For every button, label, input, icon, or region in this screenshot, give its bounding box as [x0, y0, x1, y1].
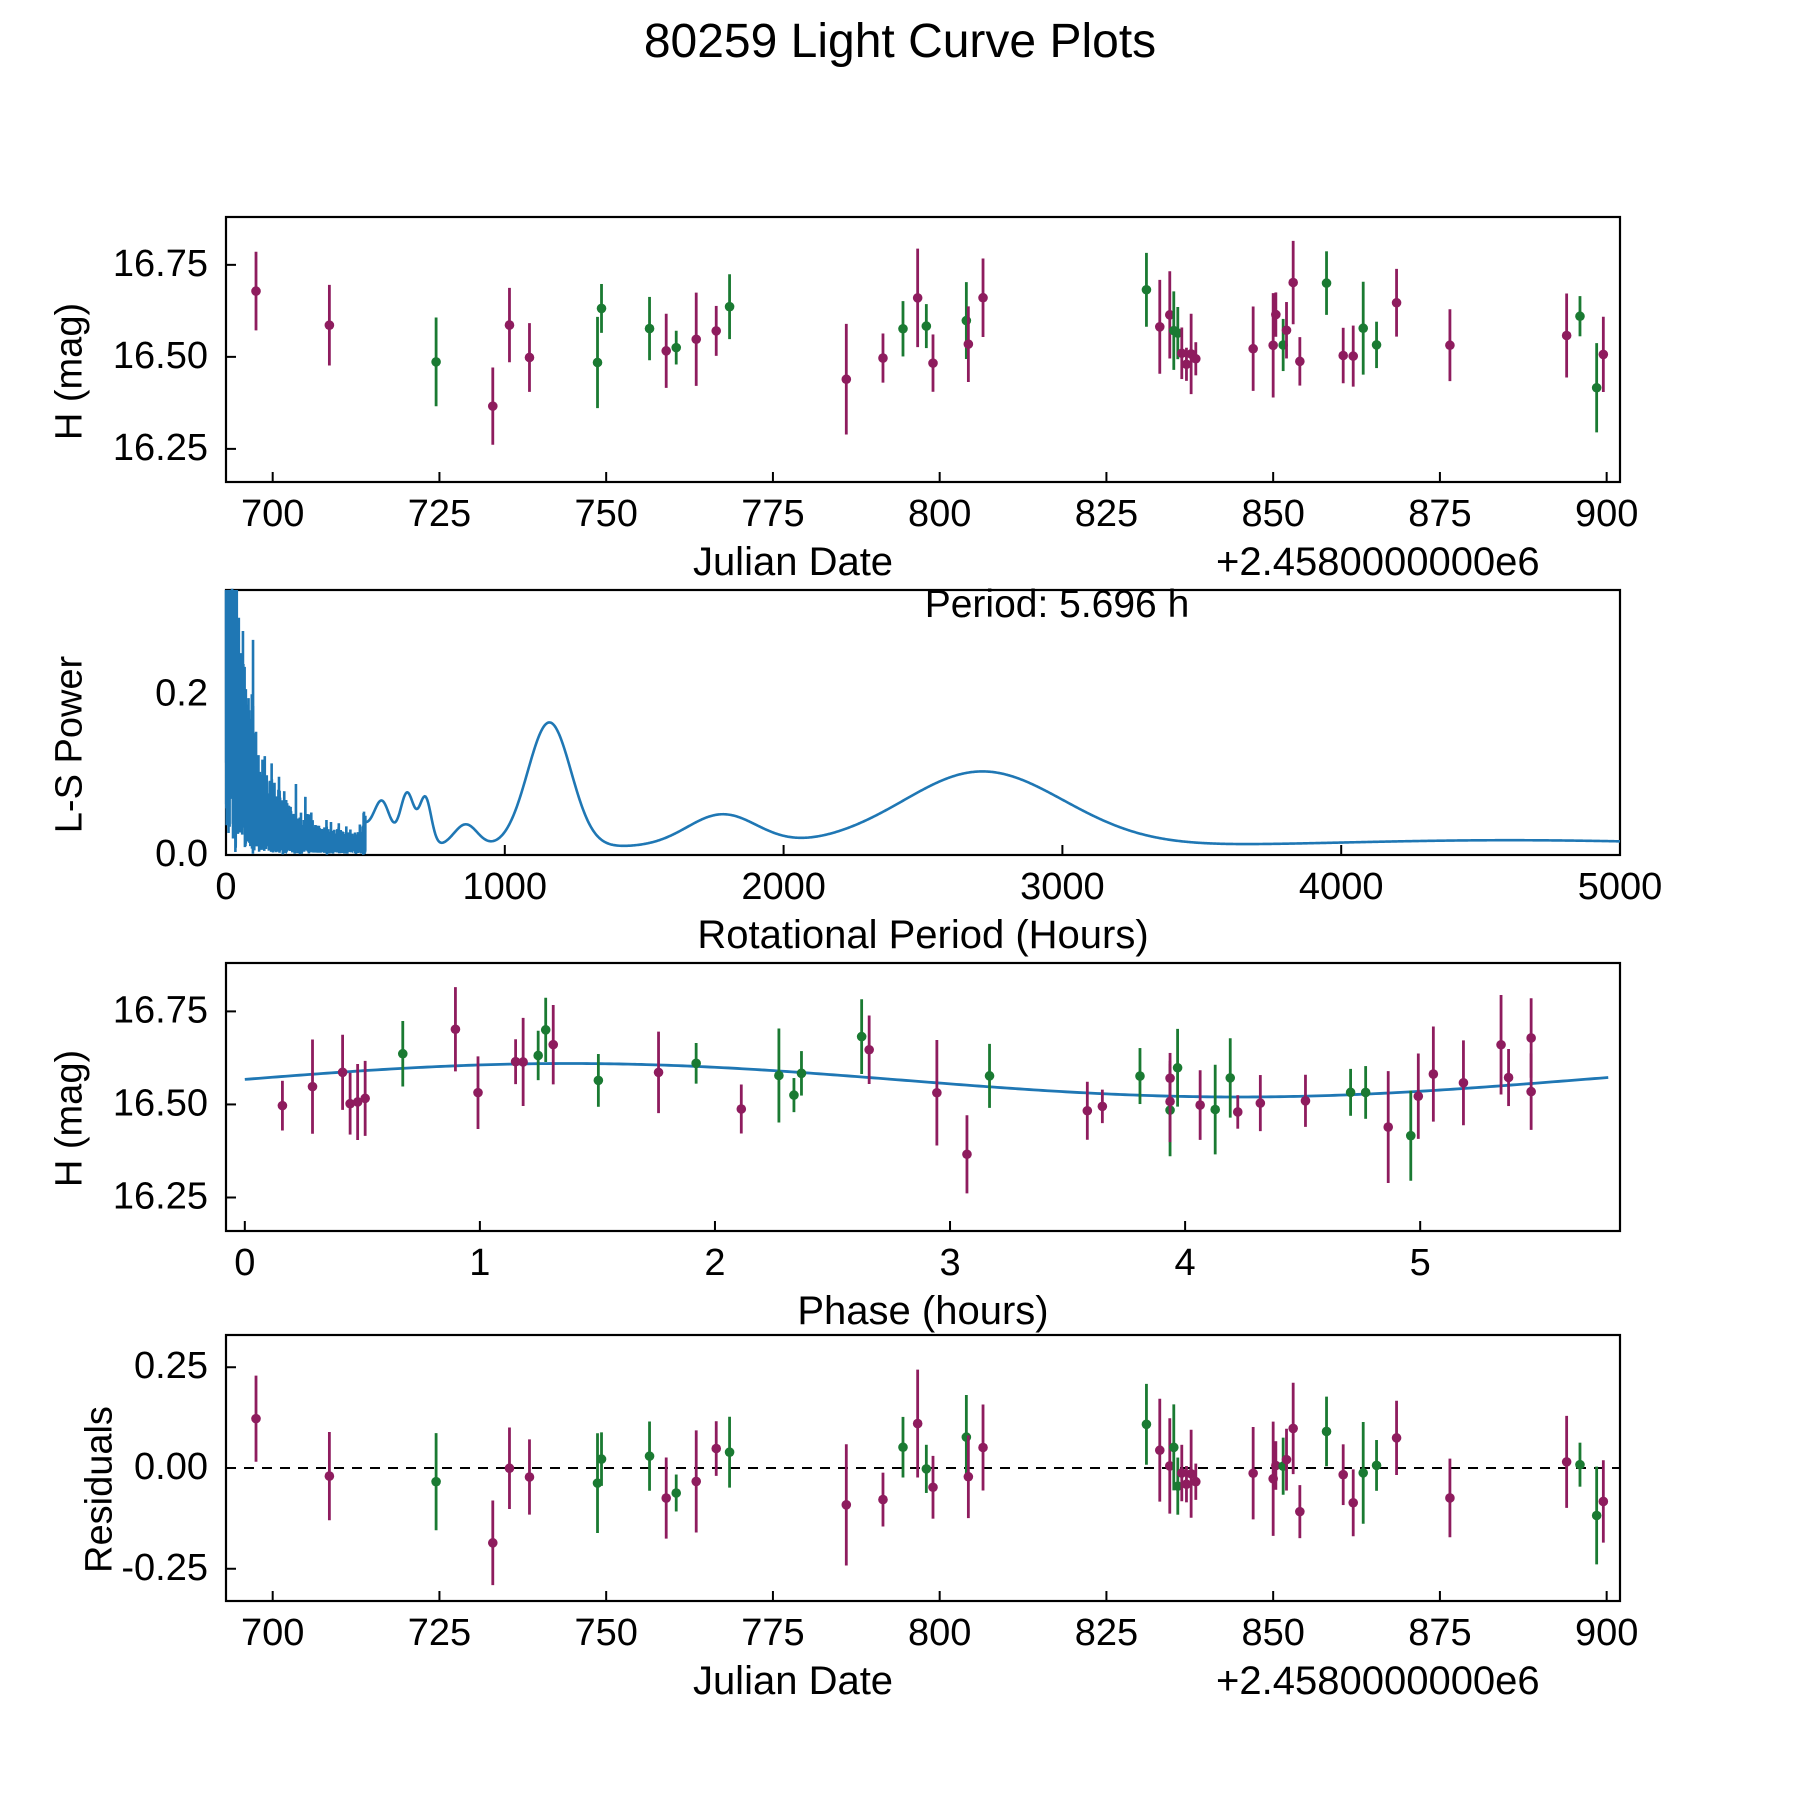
svg-text:700: 700 — [241, 1612, 304, 1654]
svg-text:750: 750 — [574, 1612, 637, 1654]
svg-text:-0.25: -0.25 — [121, 1547, 208, 1589]
svg-text:825: 825 — [1075, 1612, 1138, 1654]
svg-text:850: 850 — [1241, 1612, 1304, 1654]
svg-text:725: 725 — [408, 1612, 471, 1654]
svg-text:775: 775 — [741, 1612, 804, 1654]
svg-text:0.25: 0.25 — [134, 1345, 208, 1387]
svg-text:800: 800 — [908, 1612, 971, 1654]
svg-text:900: 900 — [1575, 1612, 1638, 1654]
svg-text:0.00: 0.00 — [134, 1446, 208, 1488]
svg-text:875: 875 — [1408, 1612, 1471, 1654]
